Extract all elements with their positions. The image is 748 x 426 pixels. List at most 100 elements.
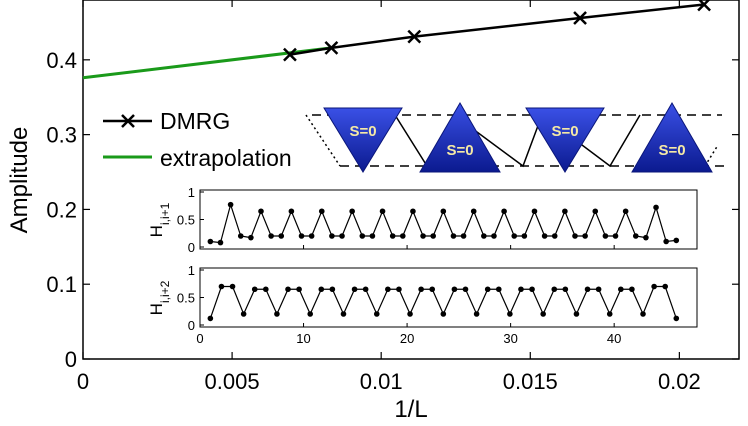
inset-data-point <box>318 286 325 293</box>
inset-data-point <box>584 286 591 293</box>
inset-data-point <box>606 311 613 317</box>
inset-data-point <box>429 286 436 293</box>
spin-triangle-diagram: S=0 S=0 S=0 S=0 <box>305 102 728 173</box>
plot-area <box>82 0 740 360</box>
inset-data-point <box>473 311 480 317</box>
dmrg-point <box>324 40 339 55</box>
dmrg-point <box>573 11 587 25</box>
inset-data-point <box>629 286 635 293</box>
triangle-label-1: S=0 <box>349 123 376 140</box>
inset-data-point <box>462 286 469 293</box>
inset-2-content: 00.510 10 20 30 40 <box>177 263 680 346</box>
inset-data-point <box>288 208 295 215</box>
inset-data-point <box>274 311 280 317</box>
inset-data-point <box>430 233 436 239</box>
inset-data-point <box>643 234 649 241</box>
legend-item-extrapolation: extrapolation <box>103 145 292 171</box>
inset-data-point <box>573 311 580 317</box>
y-tick-label: 0 <box>65 347 77 372</box>
dmrg-point <box>407 29 422 44</box>
inset-data-point <box>518 286 524 293</box>
inset-y-tick-label: 0 <box>188 240 195 255</box>
inset-data-point <box>562 208 568 215</box>
inset-data-point <box>602 233 609 239</box>
inset-data-point <box>362 286 369 293</box>
inset-data-point <box>207 238 214 245</box>
inset-data-point <box>227 201 234 208</box>
inset-data-point <box>540 311 546 317</box>
inset-data-point <box>507 311 513 317</box>
inset-data-point <box>592 208 599 215</box>
inset-data-point <box>541 233 548 239</box>
inset-x-tick-label: 0 <box>196 331 203 346</box>
y-tick-label: 0.2 <box>46 197 77 222</box>
x-tick-label: 0.005 <box>205 369 260 394</box>
inset-data-point <box>263 286 269 293</box>
inset-data-point <box>400 233 406 239</box>
inset-data-point <box>450 233 457 239</box>
series-layer <box>82 0 711 80</box>
y-tick-label: 0.4 <box>46 48 77 73</box>
inset-x-tick-label: 30 <box>503 331 517 346</box>
inset-data-point <box>240 311 247 317</box>
legend-item-dmrg: DMRG <box>103 108 230 134</box>
y-tick-label: 0.3 <box>46 123 77 148</box>
inset-data-point <box>296 286 302 293</box>
inset-y-tick-label: 0.5 <box>177 213 195 228</box>
x-axis-label: 1/L <box>394 396 427 423</box>
inset-x-tick-label: 40 <box>607 331 621 346</box>
inset-data-point <box>285 286 291 293</box>
inset-data-point <box>329 233 335 239</box>
inset-1-ylabel: Hi,i+1 <box>147 202 172 237</box>
inset-data-point <box>278 233 285 239</box>
inset-2-frame <box>199 267 698 328</box>
inset-1-frame <box>199 189 698 250</box>
inset-data-point <box>379 208 386 215</box>
inset-data-point <box>410 208 416 215</box>
inset-y-tick-label: 1 <box>188 263 195 278</box>
inset-1-ylabel-main: H <box>147 225 166 237</box>
inset-data-point <box>521 233 528 239</box>
legend: DMRG extrapolation <box>103 108 292 171</box>
dmrg-point <box>697 0 711 12</box>
inset-data-point <box>217 239 224 246</box>
inset-data-point <box>551 233 558 239</box>
inset-2-ylabel: Hi,i+2 <box>147 280 172 315</box>
inset-data-point <box>440 208 447 215</box>
diagram-dotted-left <box>305 114 341 167</box>
inset-data-point <box>653 204 659 211</box>
inset-data-point <box>663 238 669 245</box>
inset-chart-2: 00.510 10 20 30 40 Hi,i+2 <box>147 263 698 346</box>
inset-data-point <box>396 286 402 293</box>
y-axis-label: Amplitude <box>6 127 33 234</box>
inset-data-point <box>251 286 258 293</box>
inset-data-point <box>420 233 426 239</box>
inset-data-point <box>307 311 313 317</box>
inset-data-point <box>329 286 336 293</box>
triangle-label-3: S=0 <box>551 123 578 140</box>
x-tick-label: 0.01 <box>360 369 403 394</box>
inset-data-point <box>407 311 413 317</box>
inset-data-point <box>237 233 244 239</box>
inset-chart-1: 0 0.5 1 Hi,i+1 <box>147 185 698 255</box>
inset-data-point <box>595 286 602 293</box>
inset-data-point <box>501 208 507 215</box>
inset-data-point <box>470 208 477 215</box>
inset-data-point <box>662 283 668 290</box>
inset-y-tick-label: 0 <box>188 318 195 333</box>
inset-data-point <box>440 311 447 317</box>
dmrg-line <box>289 3 705 56</box>
inset-data-point <box>349 208 355 215</box>
triangle-up-2: S=0 <box>419 102 501 173</box>
inset-x-tick-label: 20 <box>400 331 414 346</box>
x-tick-label: 0 <box>77 369 89 394</box>
dmrg-point <box>283 47 297 62</box>
inset-data-point <box>495 286 502 293</box>
triangle-label-4: S=0 <box>658 142 685 159</box>
inset-data-point <box>562 286 569 293</box>
inset-data-point <box>551 286 558 293</box>
inset-data-point <box>529 286 535 293</box>
inset-y-tick-label: 1 <box>188 185 195 200</box>
inset-data-point <box>340 311 347 317</box>
inset-data-point <box>385 286 391 293</box>
